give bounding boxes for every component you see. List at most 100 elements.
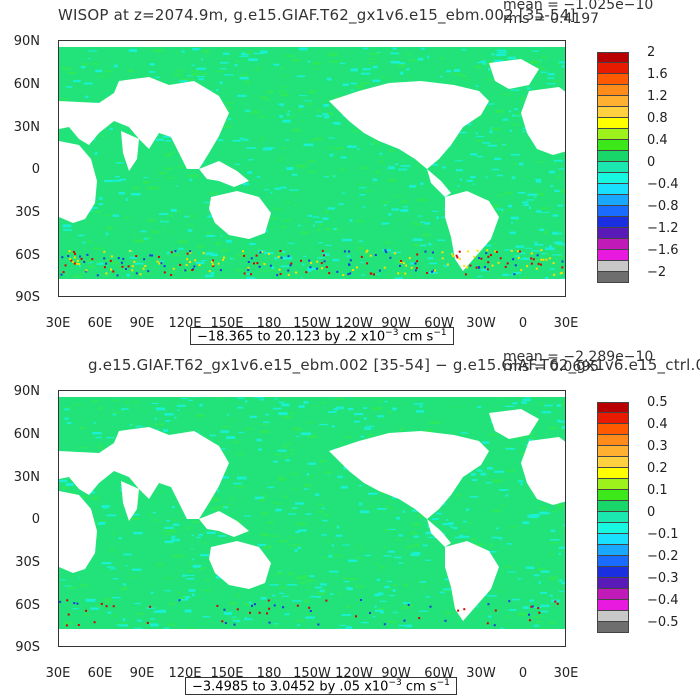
- ocean-cell: [225, 257, 234, 259]
- ocean-cell: [173, 523, 180, 526]
- ocean-cell: [335, 147, 344, 150]
- ocean-cell: [445, 612, 451, 615]
- noise-cell: [266, 612, 268, 615]
- ocean-cell: [372, 615, 376, 618]
- ocean-cell: [266, 90, 274, 94]
- ocean-cell: [247, 171, 253, 174]
- ocean-cell: [476, 275, 483, 278]
- ocean-cell: [64, 621, 73, 625]
- land-mass: [329, 81, 489, 169]
- ocean-cell: [383, 530, 394, 532]
- noise-cell: [512, 258, 515, 261]
- ocean-cell: [98, 75, 107, 78]
- ocean-cell: [165, 140, 172, 142]
- ocean-cell: [278, 587, 287, 589]
- ocean-cell: [364, 554, 371, 557]
- ocean-cell: [277, 252, 285, 255]
- colorbar-swatch: [597, 402, 629, 413]
- lon-label: 0: [518, 316, 528, 331]
- ocean-cell: [522, 130, 526, 133]
- noise-cell: [308, 259, 311, 262]
- ocean-cell: [289, 412, 294, 415]
- ocean-cell: [200, 260, 207, 262]
- ocean-cell: [256, 176, 261, 178]
- ocean-cell: [279, 115, 283, 118]
- ocean-cell: [536, 621, 541, 624]
- ocean-cell: [366, 646, 374, 647]
- ocean-cell: [552, 254, 562, 256]
- colorbar-swatch: [597, 523, 629, 534]
- ocean-cell: [514, 219, 519, 221]
- ocean-cell: [442, 590, 451, 592]
- ocean-cell: [285, 139, 290, 142]
- ocean-cell: [379, 600, 387, 602]
- colorbar: [597, 402, 629, 635]
- ocean-cell: [505, 447, 515, 450]
- ocean-cell: [104, 425, 107, 427]
- ocean-cell: [339, 59, 343, 63]
- ocean-cell: [425, 429, 433, 432]
- ocean-cell: [128, 69, 134, 73]
- noise-cell: [485, 252, 488, 255]
- ocean-cell: [480, 268, 489, 272]
- ocean-cell: [502, 143, 506, 146]
- ocean-cell: [307, 269, 312, 272]
- noise-cell: [135, 272, 138, 275]
- noise-cell: [73, 262, 76, 265]
- ocean-cell: [384, 400, 388, 403]
- ocean-cell: [514, 113, 525, 116]
- ocean-cell: [556, 540, 559, 542]
- ocean-cell: [249, 415, 257, 418]
- noise-cell: [316, 260, 319, 263]
- ocean-cell: [134, 602, 141, 605]
- ocean-cell: [274, 624, 278, 627]
- ocean-cell: [355, 241, 359, 244]
- ocean-cell: [143, 237, 149, 240]
- range-exponent: −3: [385, 328, 399, 338]
- colorbar-swatch: [597, 272, 629, 283]
- ocean-cell: [130, 517, 140, 520]
- ocean-cell: [74, 404, 84, 406]
- noise-cell: [397, 272, 400, 275]
- ocean-cell: [292, 600, 302, 602]
- ocean-cell: [83, 82, 93, 85]
- range-unit-exponent: −1: [433, 328, 447, 338]
- ocean-cell: [278, 158, 282, 162]
- ocean-cell: [564, 518, 565, 521]
- ocean-cell: [390, 52, 400, 55]
- ocean-cell: [561, 426, 565, 429]
- ocean-cell: [347, 407, 354, 411]
- ocean-cell: [393, 556, 402, 559]
- ocean-cell: [85, 95, 89, 98]
- noise-cell: [70, 259, 73, 262]
- ocean-cell: [456, 494, 462, 497]
- ocean-cell: [560, 428, 565, 430]
- noise-cell: [93, 621, 96, 624]
- ocean-cell: [260, 430, 270, 434]
- ocean-cell: [406, 68, 410, 71]
- ocean-cell: [195, 567, 198, 570]
- ocean-cell: [237, 94, 247, 97]
- noise-cell: [287, 273, 290, 276]
- ocean-cell: [387, 550, 396, 553]
- ocean-cell: [472, 183, 475, 185]
- ocean-cell: [328, 554, 333, 558]
- ocean-cell: [482, 244, 492, 247]
- ocean-cell: [99, 197, 103, 200]
- ocean-cell: [357, 246, 364, 250]
- noise-cell: [317, 623, 320, 626]
- noise-cell: [258, 265, 261, 268]
- ocean-cell: [442, 588, 451, 591]
- ocean-cell: [155, 407, 166, 411]
- ocean-cell: [163, 577, 174, 579]
- colorbar-swatch: [597, 140, 629, 151]
- ocean-cell: [293, 192, 296, 195]
- ocean-cell: [310, 595, 319, 598]
- ocean-cell: [150, 618, 155, 620]
- ocean-cell: [556, 504, 564, 507]
- noise-cell: [208, 270, 211, 273]
- ocean-cell: [541, 252, 549, 255]
- noise-cell: [256, 262, 259, 265]
- ocean-cell: [307, 435, 318, 438]
- ocean-cell: [505, 489, 509, 491]
